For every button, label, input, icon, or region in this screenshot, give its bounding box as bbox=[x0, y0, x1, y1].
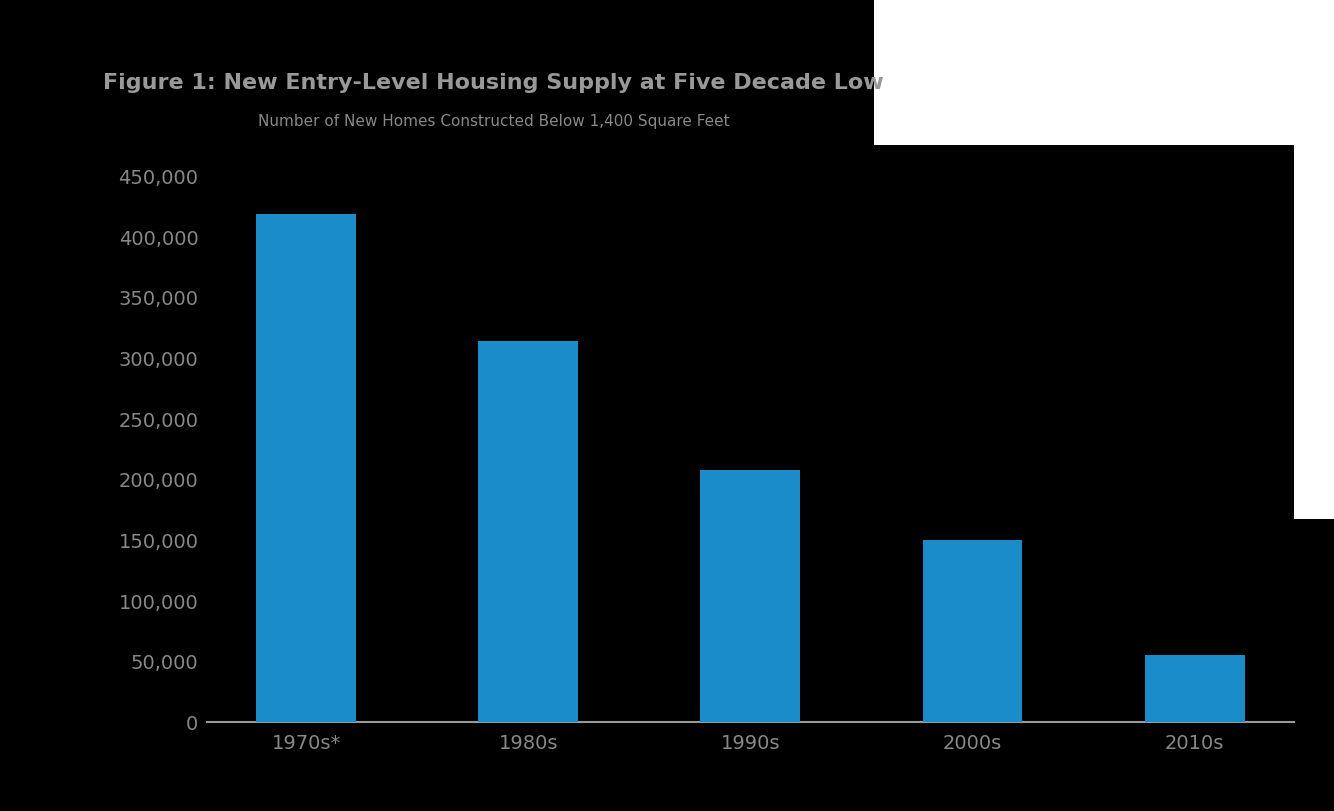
Text: Figure 1: New Entry-Level Housing Supply at Five Decade Low: Figure 1: New Entry-Level Housing Supply… bbox=[103, 73, 884, 93]
Bar bbox=[700, 471, 800, 722]
Text: Number of New Homes Constructed Below 1,400 Square Feet: Number of New Homes Constructed Below 1,… bbox=[257, 114, 730, 128]
Bar bbox=[479, 341, 578, 722]
Bar bbox=[1145, 655, 1245, 722]
Bar bbox=[256, 215, 356, 722]
Bar bbox=[923, 540, 1022, 722]
